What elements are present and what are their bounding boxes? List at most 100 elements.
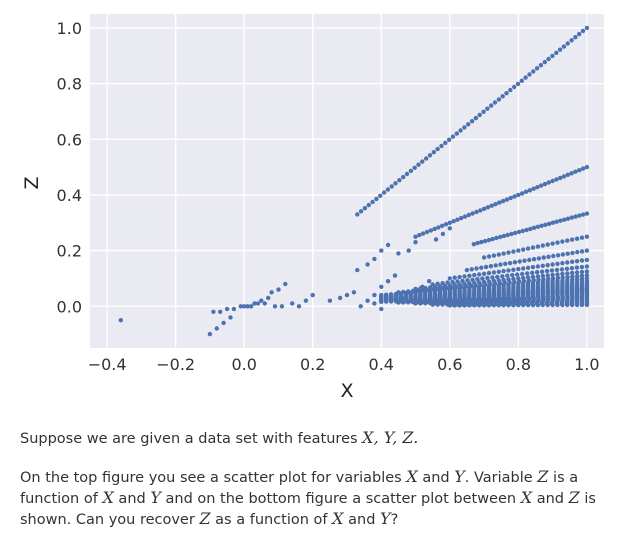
data-point bbox=[577, 213, 582, 218]
data-point bbox=[523, 75, 528, 80]
data-point bbox=[477, 272, 482, 277]
data-point bbox=[523, 189, 529, 194]
data-point bbox=[475, 240, 480, 246]
data-point bbox=[450, 134, 456, 139]
data-point bbox=[519, 191, 525, 196]
data-point bbox=[538, 62, 544, 68]
data-point bbox=[554, 50, 559, 55]
data-point bbox=[579, 258, 585, 263]
data-point bbox=[446, 137, 452, 142]
data-point bbox=[455, 217, 460, 222]
data-point bbox=[401, 174, 406, 180]
data-point bbox=[431, 150, 436, 155]
data-point bbox=[498, 234, 503, 240]
data-point bbox=[561, 174, 567, 179]
data-point bbox=[570, 270, 575, 276]
data-point bbox=[389, 184, 394, 189]
data-point bbox=[584, 273, 590, 278]
data-point bbox=[435, 302, 440, 307]
data-point bbox=[506, 268, 511, 273]
data-point bbox=[491, 253, 497, 258]
data-point bbox=[485, 275, 490, 281]
data-point bbox=[579, 302, 585, 308]
data-point bbox=[557, 47, 563, 52]
data-point bbox=[508, 195, 513, 201]
data-point bbox=[466, 212, 471, 218]
data-point bbox=[493, 263, 498, 268]
data-point bbox=[358, 209, 364, 214]
data-point bbox=[362, 206, 368, 211]
data-point bbox=[495, 274, 500, 280]
data-point bbox=[500, 198, 506, 204]
data-point bbox=[577, 168, 582, 173]
data-point bbox=[462, 214, 468, 219]
data-point bbox=[469, 119, 475, 124]
data-point bbox=[530, 245, 536, 250]
data-point bbox=[550, 272, 555, 278]
data-point bbox=[531, 69, 536, 74]
data-point bbox=[489, 103, 494, 108]
scatter-points bbox=[118, 25, 590, 337]
data-point bbox=[565, 41, 570, 46]
data-point bbox=[303, 298, 309, 303]
data-point bbox=[579, 269, 585, 275]
data-point bbox=[430, 302, 435, 307]
data-point bbox=[269, 290, 274, 295]
x-tick-label: 1.0 bbox=[574, 355, 599, 374]
data-point bbox=[481, 206, 487, 211]
question-paragraph-1: Suppose we are given a data set with fea… bbox=[20, 428, 419, 447]
data-point bbox=[527, 72, 532, 77]
data-point bbox=[296, 304, 302, 309]
data-point bbox=[584, 234, 590, 239]
data-point bbox=[584, 269, 590, 274]
x-tick-labels: −0.4 −0.2 0.0 0.2 0.4 0.6 0.8 1.0 bbox=[88, 355, 600, 374]
data-point bbox=[472, 272, 477, 278]
data-point bbox=[550, 220, 556, 225]
data-point bbox=[555, 261, 560, 266]
data-point bbox=[396, 251, 401, 256]
data-point bbox=[485, 106, 490, 111]
data-point bbox=[118, 318, 124, 323]
data-point bbox=[584, 257, 590, 263]
data-point bbox=[492, 100, 498, 105]
data-point bbox=[573, 169, 578, 174]
data-point bbox=[545, 263, 550, 268]
data-point bbox=[420, 231, 426, 236]
data-point bbox=[474, 266, 479, 271]
data-point bbox=[531, 257, 537, 262]
data-point bbox=[501, 251, 506, 256]
data-point bbox=[545, 242, 550, 247]
data-point bbox=[228, 315, 233, 320]
data-point bbox=[580, 166, 586, 171]
data-point bbox=[512, 194, 517, 199]
data-point bbox=[531, 186, 536, 191]
data-point bbox=[366, 202, 371, 208]
data-point bbox=[520, 271, 525, 277]
data-point bbox=[406, 248, 411, 253]
data-point bbox=[507, 260, 513, 266]
data-point bbox=[535, 302, 541, 308]
data-point bbox=[262, 301, 267, 306]
data-point bbox=[266, 295, 271, 301]
data-point bbox=[574, 270, 580, 275]
data-point bbox=[388, 299, 394, 304]
data-point bbox=[522, 258, 527, 263]
data-point bbox=[432, 226, 437, 232]
data-point bbox=[372, 292, 377, 298]
data-point bbox=[462, 125, 467, 130]
data-point bbox=[573, 35, 578, 40]
data-point bbox=[549, 268, 555, 273]
data-point bbox=[252, 301, 257, 306]
data-point bbox=[535, 185, 540, 190]
data-point bbox=[550, 302, 555, 308]
data-point bbox=[472, 303, 477, 308]
data-point bbox=[447, 276, 452, 281]
data-point bbox=[496, 269, 501, 274]
data-point bbox=[535, 224, 541, 229]
data-point bbox=[439, 143, 444, 149]
data-point bbox=[530, 264, 536, 270]
data-point bbox=[515, 272, 520, 277]
data-point bbox=[433, 237, 439, 242]
data-point bbox=[496, 303, 501, 308]
data-point bbox=[486, 270, 492, 276]
